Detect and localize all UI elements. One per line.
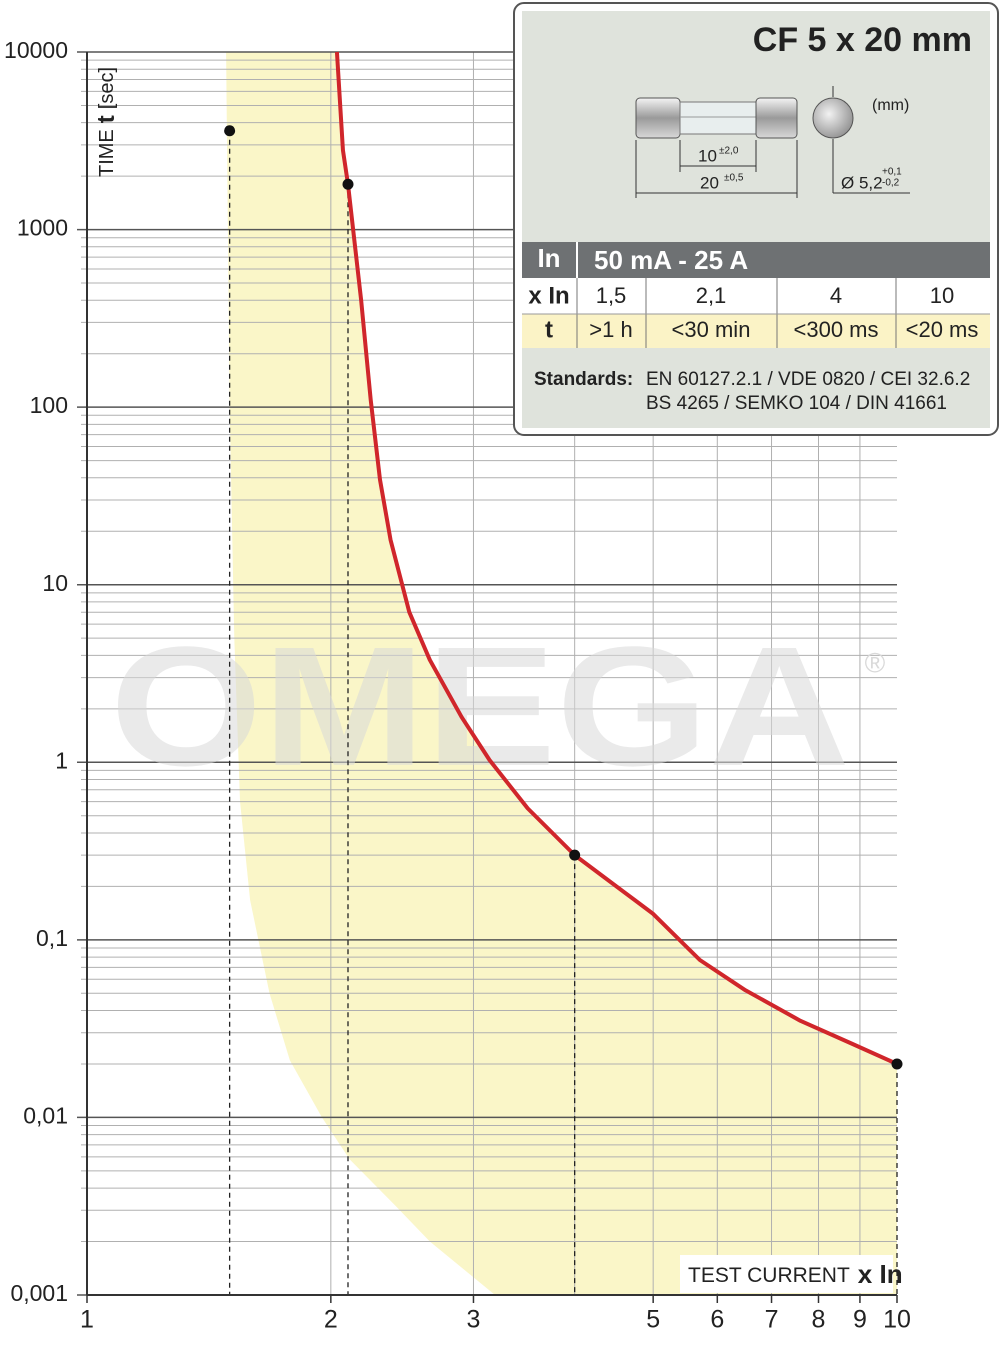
y-tick-label: 100	[30, 392, 68, 418]
y-axis-label-part: [sec]	[96, 67, 118, 109]
table-header-cell: 50 mA - 25 A	[594, 245, 748, 275]
dim-tol: ±2,0	[719, 146, 739, 157]
fuse-cap	[635, 97, 681, 139]
table-row-head: t	[545, 316, 553, 343]
x-label-bg	[680, 1255, 893, 1293]
watermark-mark: ®	[865, 647, 886, 678]
point	[891, 1058, 903, 1070]
table-cell: 2,1	[696, 283, 727, 308]
table-header-cell: In	[537, 243, 560, 273]
table-cell: 4	[830, 283, 842, 308]
info-panel	[522, 11, 990, 428]
band	[226, 52, 897, 1295]
standards-label: Standards:	[534, 369, 633, 390]
y-tick-label: 10000	[4, 37, 68, 63]
y-axis-label-part: t	[93, 115, 120, 123]
x-tick-label: 3	[467, 1306, 481, 1334]
fuse-end	[812, 97, 854, 139]
x-axis-label-part: x In	[858, 1259, 903, 1289]
table-cell: <300 ms	[794, 317, 879, 342]
standards-line: EN 60127.2.1 / VDE 0820 / CEI 32.6.2	[646, 369, 970, 390]
x-tick-label: 6	[710, 1306, 724, 1334]
x-tick-label: 8	[812, 1306, 826, 1334]
dim-tol: +0,1	[882, 167, 902, 178]
x-axis-label: TEST CURRENT x In	[688, 1259, 903, 1289]
y-axis-label-part: TIME	[96, 129, 118, 177]
y-tick-label: 1000	[17, 215, 68, 241]
dim: 10	[698, 146, 717, 165]
x-axis-label-part: TEST CURRENT	[688, 1264, 850, 1287]
y-tick-label: 0,1	[36, 925, 68, 951]
curve	[334, 51, 898, 1066]
y-tick-label: 1	[55, 747, 68, 773]
table-cell: <30 min	[672, 317, 751, 342]
table-row-head: x In	[528, 282, 569, 309]
x-tick-label: 10	[883, 1306, 911, 1334]
x-tick-label: 9	[853, 1306, 867, 1334]
table-header	[522, 242, 990, 278]
table-cell: >1 h	[589, 317, 632, 342]
table-row	[522, 278, 990, 314]
table-row	[522, 314, 990, 348]
y-tick-label: 0,01	[23, 1103, 68, 1129]
dim-tol: ±0,5	[724, 173, 744, 184]
x-tick-label: 2	[324, 1306, 338, 1334]
dim: 20	[700, 173, 719, 192]
box-title: CF 5 x 20 mm	[753, 21, 972, 59]
y-tick-label: 10	[42, 570, 68, 596]
dim-tol: -0,2	[882, 178, 900, 189]
dim: Ø 5,2	[841, 173, 883, 192]
point	[224, 125, 236, 137]
table-cell: <20 ms	[906, 317, 979, 342]
table-cell: 10	[930, 283, 954, 308]
y-tick-label: 0,001	[10, 1280, 68, 1306]
point	[569, 849, 581, 861]
watermark: OMEGA	[110, 612, 850, 802]
x-tick-label: 5	[646, 1306, 660, 1334]
unit: (mm)	[872, 97, 909, 114]
point	[342, 178, 354, 190]
table-cell: 1,5	[596, 283, 627, 308]
x-tick-label: 1	[80, 1306, 94, 1334]
standards-line: BS 4265 / SEMKO 104 / DIN 41661	[646, 393, 947, 414]
y-axis-label: TIME t [sec]	[93, 67, 120, 177]
fuse-glass	[679, 101, 757, 135]
fuse-cap	[755, 97, 798, 139]
x-tick-label: 7	[765, 1306, 779, 1334]
